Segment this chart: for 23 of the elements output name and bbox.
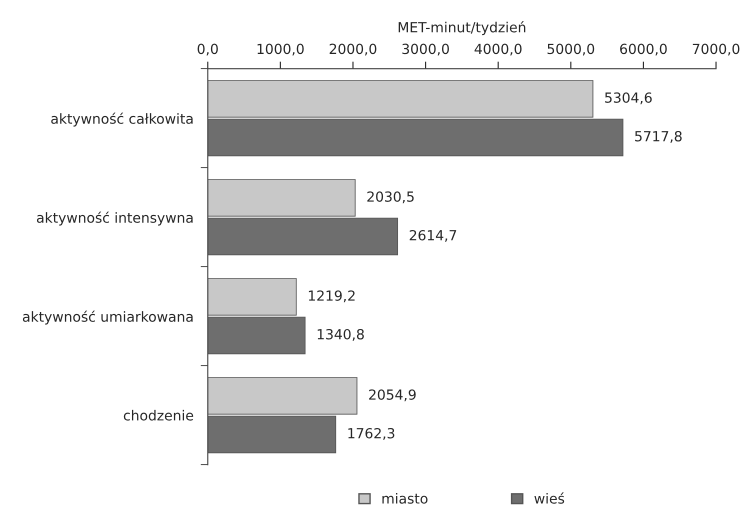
legend-label: wieś	[534, 492, 564, 504]
x-tick-label: 6000,0	[620, 44, 667, 56]
data-label: 2054,9	[369, 389, 416, 402]
x-tick-label: 5000,0	[548, 44, 594, 56]
x-tick-label: 2000,0	[330, 44, 376, 56]
x-axis-title: MET-minut/tydzień	[398, 21, 526, 36]
y-tick-label: chodzenie	[124, 410, 194, 421]
data-label: 1340,8	[318, 328, 364, 341]
x-tick-label: 4000,0	[474, 44, 522, 56]
data-label: 5304,6	[605, 92, 652, 104]
data-label: 2614,7	[410, 230, 456, 242]
data-label: 5717,8	[635, 130, 682, 143]
x-tick-label: 7000,0	[692, 44, 740, 56]
data-label: 2030,5	[367, 191, 414, 204]
x-tick-label: 1000,0	[258, 44, 304, 56]
y-tick-label: aktywność umiarkowana	[22, 310, 193, 325]
legend-label: miasto	[382, 492, 428, 504]
x-tick-label: 3000,0	[402, 44, 449, 56]
y-tick-label: aktywność całkowita	[51, 112, 193, 127]
data-label: 1219,2	[308, 290, 355, 302]
y-tick-label: aktywność intensywna	[36, 212, 193, 226]
data-label: 1762,3	[348, 428, 394, 440]
x-tick-label: 0,0	[198, 44, 218, 56]
